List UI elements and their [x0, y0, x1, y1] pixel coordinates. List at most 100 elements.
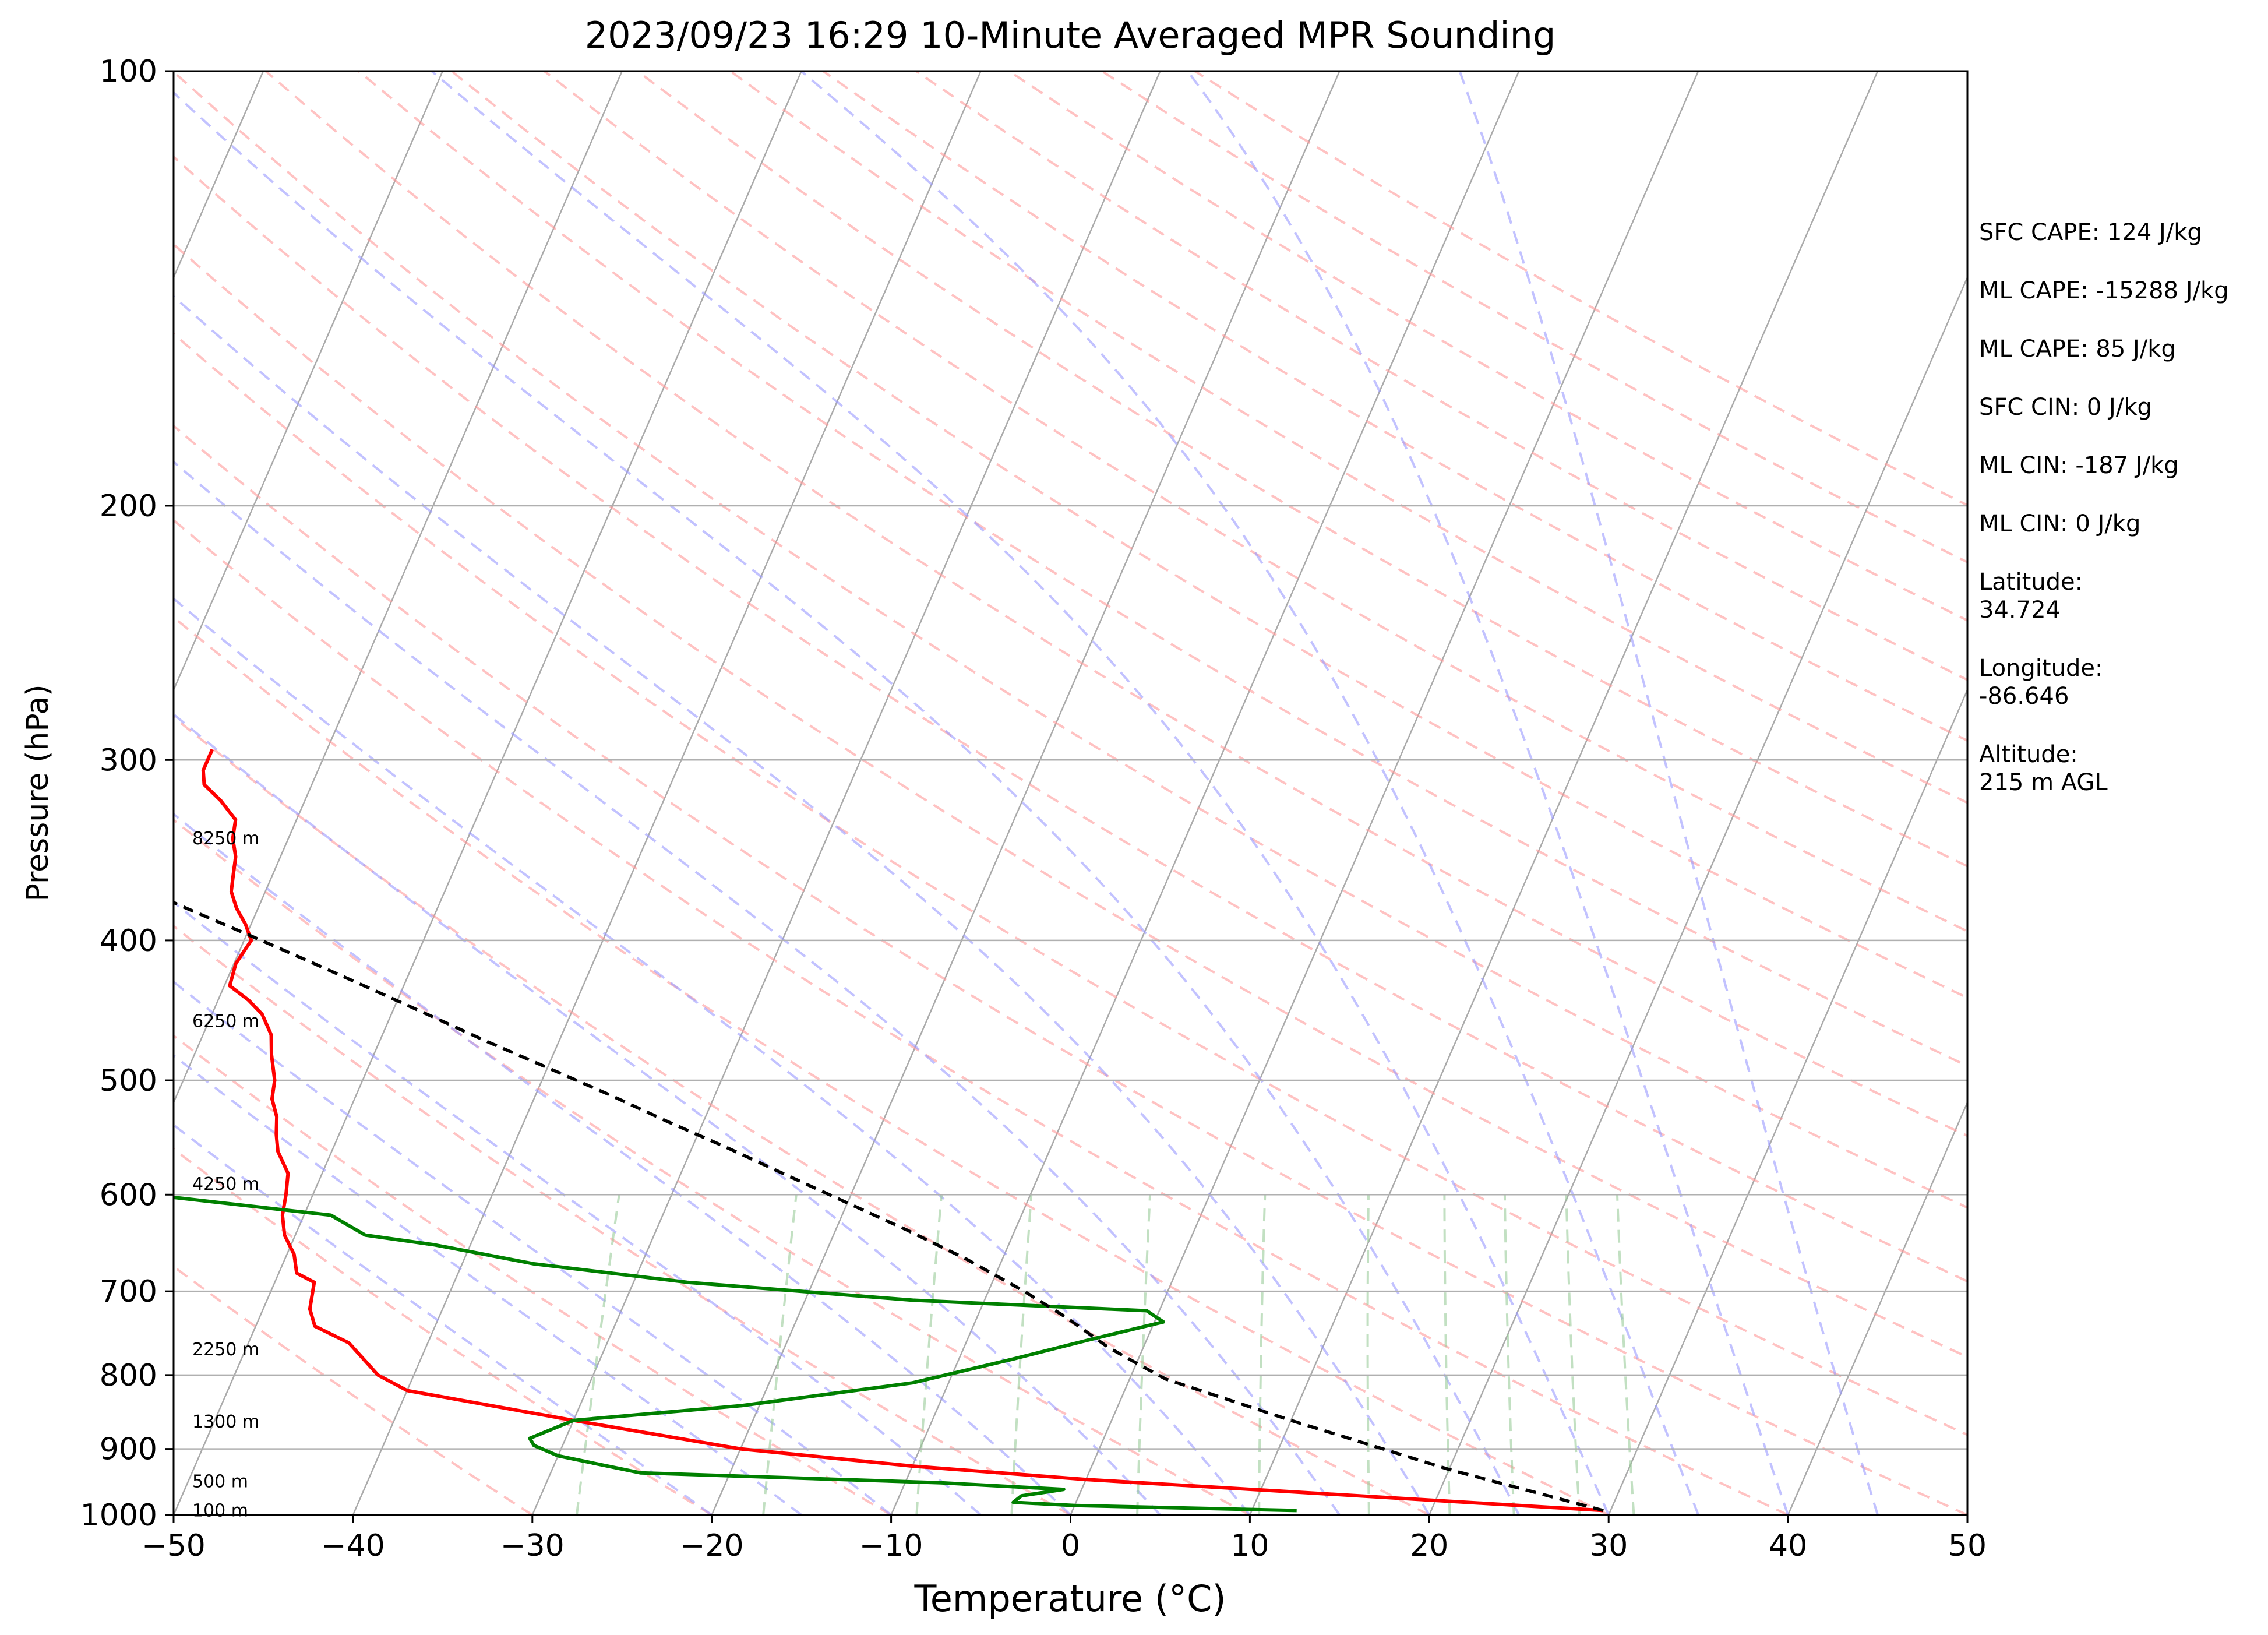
x-tick-label: 10 — [1230, 1528, 1269, 1563]
annotation-line: 34.724 — [1979, 597, 2061, 623]
dry-adiabat-line — [822, 71, 1967, 742]
mixing-ratio-line — [1503, 1194, 1515, 1515]
chart-title: 2023/09/23 16:29 10-Minute Averaged MPR … — [585, 14, 1556, 57]
height-label: 100 m — [192, 1500, 248, 1521]
mixing-ratio-line — [1616, 1194, 1635, 1515]
annotation-line: ML CAPE: 85 J/kg — [1979, 336, 2176, 362]
y-tick-label: 1000 — [80, 1498, 157, 1533]
moist-adiabat-line — [1458, 71, 1879, 1515]
annotation-text: Altitude: 215 m AGL — [1979, 741, 2108, 796]
x-axis-ticks: −50 −40 −30 −20 −10 0 10 20 30 40 50 — [142, 1515, 1987, 1563]
height-label: 500 m — [192, 1472, 248, 1492]
annotation-text: ML CIN: -187 J/kg — [1979, 452, 2179, 479]
dry-adiabat-line — [174, 1034, 892, 1515]
x-tick-label: 0 — [1061, 1528, 1080, 1563]
height-label: 2250 m — [192, 1340, 259, 1360]
chart-title-group: 2023/09/23 16:29 10-Minute Averaged MPR … — [585, 14, 1556, 57]
moist-adiabat-line — [174, 91, 1521, 1515]
dry-adiabat-line — [174, 716, 1430, 1515]
annotation-line: -86.646 — [1979, 683, 2069, 710]
moist-adiabat-line — [174, 1123, 713, 1515]
sounding-annotations: SFC CAPE: 124 J/kg ML CAPE: -15288 J/kg ML… — [1979, 219, 2229, 796]
isotherm-line — [352, 71, 982, 1515]
mixing-ratio-line — [1258, 1194, 1267, 1515]
height-labels: 100 m 500 m 1300 m 2250 m 4250 m 6250 m 8250 m — [192, 829, 259, 1521]
dry-adiabat-line — [174, 818, 1251, 1515]
y-tick-label: 400 — [100, 924, 157, 959]
annotation-text: ML CAPE: 85 J/kg — [1979, 336, 2176, 362]
annotation-line: ML CAPE: -15288 J/kg — [1979, 277, 2229, 304]
mixing-ratio-line — [762, 1194, 798, 1515]
x-tick-label: 20 — [1410, 1528, 1448, 1563]
isotherm-line — [174, 71, 443, 692]
mixing-ratio-line — [575, 1194, 620, 1515]
height-label: 8250 m — [192, 829, 259, 849]
y-tick-label: 700 — [100, 1274, 157, 1309]
mixing-ratio-line — [1443, 1194, 1451, 1515]
mixing-ratio-line — [1010, 1194, 1033, 1515]
moist-adiabat-line — [800, 71, 1700, 1515]
dry-adiabat-line — [174, 242, 1967, 1359]
y-tick-label: 800 — [100, 1358, 157, 1393]
annotation-line: ML CIN: 0 J/kg — [1979, 510, 2140, 537]
annotation-line: SFC CAPE: 124 J/kg — [1979, 219, 2202, 246]
height-label: 4250 m — [192, 1174, 259, 1194]
x-tick-label: −40 — [321, 1528, 385, 1563]
annotation-text: SFC CAPE: 124 J/kg — [1979, 219, 2202, 246]
plot-frame — [172, 70, 1969, 1516]
dry-adiabat-line — [544, 71, 1967, 933]
x-tick-label: −50 — [142, 1528, 206, 1563]
mixing-ratio-line — [915, 1194, 943, 1515]
moist-adiabat-line — [1187, 71, 1789, 1515]
y-tick-label: 100 — [100, 54, 157, 89]
isotherm-line — [531, 71, 1161, 1515]
dry-adiabat-line — [636, 71, 1967, 868]
isotherm-line — [174, 71, 623, 1105]
y-axis-label: Pressure (hPa) — [20, 685, 55, 902]
x-tick-label: −20 — [680, 1528, 744, 1563]
height-label: 1300 m — [192, 1412, 259, 1432]
y-tick-label: 900 — [100, 1432, 157, 1467]
moist-adiabat-line — [174, 597, 1251, 1515]
annotation-line: Longitude: — [1979, 655, 2103, 682]
dry-adiabat-line — [174, 155, 1967, 1283]
annotation-text: Latitude: 34.724 — [1979, 569, 2083, 623]
dry-adiabat-line — [174, 615, 1610, 1515]
y-tick-label: 600 — [100, 1178, 157, 1213]
dry-adiabat-line — [174, 1265, 533, 1515]
annotation-text: SFC CIN: 0 J/kg — [1979, 394, 2152, 421]
isotherm-line — [174, 71, 802, 1515]
x-axis-label: Temperature (°C) — [913, 1577, 1226, 1620]
reference-lines — [174, 71, 1967, 1515]
annotation-text: Longitude: -86.646 — [1979, 655, 2103, 710]
moist-adiabat-line — [174, 980, 892, 1515]
dewpoint-trace — [174, 1195, 1297, 1513]
dry-adiabat-line — [174, 71, 1967, 1209]
isotherm-line — [1249, 71, 1879, 1515]
sounding-traces — [174, 749, 1604, 1513]
x-tick-label: −30 — [500, 1528, 565, 1563]
annotation-line: Latitude: — [1979, 569, 2083, 595]
moist-adiabat-line — [431, 71, 1610, 1515]
dry-adiabat-line — [174, 519, 1789, 1515]
annotation-line: 215 m AGL — [1979, 769, 2108, 796]
parcel-trace — [174, 900, 1604, 1513]
moist-adiabat-line — [174, 900, 982, 1515]
temperature-trace — [201, 749, 1604, 1513]
annotation-line: ML CIN: -187 J/kg — [1979, 452, 2179, 479]
dry-adiabat-line — [174, 424, 1967, 1515]
isotherm-line — [1070, 71, 1699, 1515]
x-tick-label: 30 — [1589, 1528, 1628, 1563]
y-axis-ticks: 1000 900 800 700 600 500 400 300 200 100 — [80, 54, 174, 1533]
isotherm-line — [1428, 275, 1967, 1515]
annotation-text: ML CIN: 0 J/kg — [1979, 510, 2140, 537]
x-tick-label: −10 — [859, 1528, 923, 1563]
isotherm-line — [890, 71, 1520, 1515]
isotherm-line — [1608, 688, 1967, 1515]
moist-adiabat-line — [174, 812, 1071, 1515]
annotation-line: SFC CIN: 0 J/kg — [1979, 394, 2152, 421]
moist-adiabat-line — [174, 460, 1341, 1515]
x-tick-label: 40 — [1769, 1528, 1807, 1563]
y-tick-label: 200 — [100, 489, 157, 524]
